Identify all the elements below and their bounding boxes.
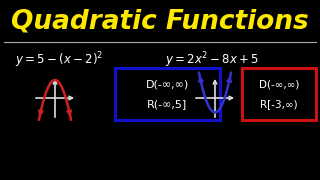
Text: D(-∞,∞): D(-∞,∞)	[259, 80, 299, 90]
Text: D(-∞,∞): D(-∞,∞)	[146, 80, 189, 90]
Bar	[115, 68, 220, 120]
Text: Quadratic Functions: Quadratic Functions	[11, 9, 309, 35]
Bar	[242, 68, 316, 120]
Text: $y = 2x^{2}-8x+5$: $y = 2x^{2}-8x+5$	[165, 50, 259, 70]
Text: $y = 5-(x-2)^{2}$: $y = 5-(x-2)^{2}$	[15, 50, 103, 70]
Text: R[-3,∞): R[-3,∞)	[260, 99, 298, 109]
Text: R(-∞,5]: R(-∞,5]	[148, 99, 188, 109]
